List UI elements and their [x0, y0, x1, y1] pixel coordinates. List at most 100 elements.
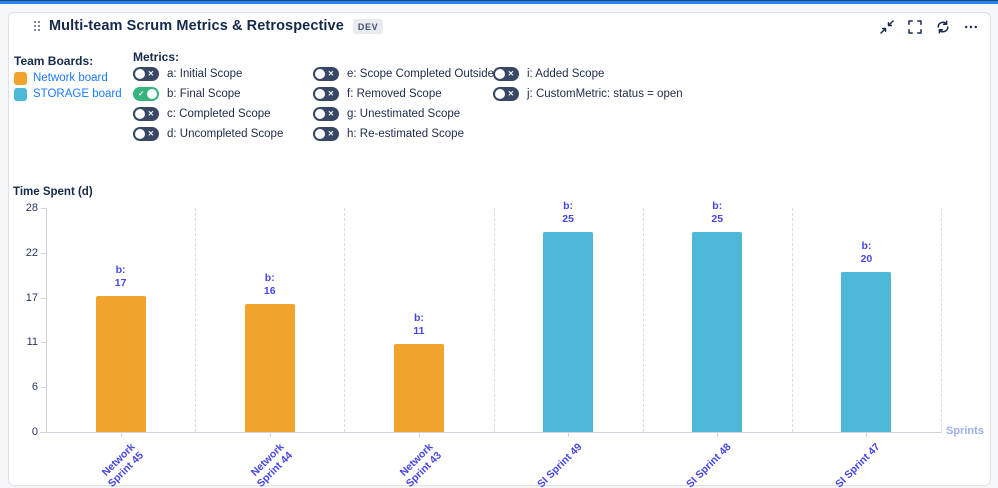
y-tick: [41, 208, 46, 209]
metric-label: c: Completed Scope: [167, 108, 271, 120]
collapse-icon[interactable]: [880, 20, 894, 34]
y-tick: [41, 252, 46, 254]
chart-bar[interactable]: [393, 344, 444, 432]
toggle-knob: [495, 89, 505, 99]
toggle-knob: [135, 129, 145, 139]
bar-value-label: b: 25: [562, 200, 574, 225]
metric-toggle[interactable]: ✕: [313, 127, 339, 141]
metric-row: ✕ h: Re-estimated Scope: [313, 124, 493, 144]
toggle-x-icon: ✕: [507, 69, 514, 78]
metric-toggle[interactable]: ✕: [133, 67, 159, 81]
metric-toggle[interactable]: ✓: [133, 87, 159, 101]
metric-row: ✕ j: CustomMetric: status = open: [493, 84, 723, 104]
y-tick-label: 28: [25, 202, 38, 214]
y-tick: [41, 342, 46, 344]
metrics-column: ✕ i: Added Scope ✕ j: CustomMetric: status …: [493, 64, 723, 104]
y-tick-label: 17: [25, 291, 38, 304]
x-axis-line: [40, 432, 942, 433]
metric-label: h: Re-estimated Scope: [347, 128, 464, 140]
y-axis-line: [46, 208, 47, 432]
metric-label: b: Final Scope: [167, 88, 241, 100]
gridline: [493, 208, 495, 432]
metric-row: ✕ f: Removed Scope: [313, 84, 493, 104]
metrics-columns: ✕ a: Initial Scope ✓ b: Final Scope ✕ c: Comp…: [133, 64, 723, 144]
bar-value-label: b: 11: [413, 312, 425, 337]
toggle-knob: [315, 69, 325, 79]
metric-label: e: Scope Completed Outside: [347, 68, 495, 80]
toggle-knob: [315, 109, 325, 119]
board-legend-item[interactable]: Network board: [14, 70, 122, 86]
y-tick-label: 0: [31, 426, 38, 438]
y-tick: [41, 387, 46, 389]
bar-value-label: b: 25: [711, 200, 724, 225]
x-tick: [568, 433, 570, 437]
toggle-check-icon: ✓: [138, 89, 145, 98]
chart-bar[interactable]: [692, 232, 743, 432]
metric-toggle[interactable]: ✕: [313, 87, 339, 101]
toggle-knob: [315, 129, 325, 139]
metric-toggle[interactable]: ✕: [313, 67, 339, 81]
more-options-icon[interactable]: [964, 20, 978, 34]
toggle-x-icon: ✕: [147, 129, 154, 138]
y-tick-label: 11: [26, 336, 38, 349]
metrics-label: Metrics:: [133, 50, 180, 64]
y-tick-label: 6: [31, 381, 38, 394]
x-tick: [418, 433, 420, 437]
dev-badge: DEV: [352, 18, 384, 34]
chart-bar[interactable]: [244, 304, 295, 432]
toggle-knob: [147, 89, 157, 99]
gadget-header: Multi-team Scrum Metrics & Retrospective…: [34, 18, 384, 34]
toggle-knob: [315, 89, 325, 99]
y-axis-title: Time Spent (d): [13, 186, 93, 198]
fullscreen-icon[interactable]: [908, 20, 922, 34]
metric-row: ✕ a: Initial Scope: [133, 64, 313, 84]
metric-toggle[interactable]: ✕: [133, 127, 159, 141]
board-name-link[interactable]: STORAGE board: [33, 88, 122, 100]
metric-row: ✕ g: Unestimated Scope: [313, 104, 493, 124]
metric-row: ✕ c: Completed Scope: [133, 104, 313, 124]
drag-handle-icon[interactable]: [34, 21, 40, 31]
toggle-x-icon: ✕: [147, 109, 154, 118]
gridline: [642, 208, 644, 432]
toggle-knob: [135, 109, 145, 119]
board-color-swatch: [14, 87, 27, 101]
team-boards-list: Network board STORAGE board: [14, 70, 122, 102]
toggle-x-icon: ✕: [327, 89, 334, 98]
board-legend-item[interactable]: STORAGE board: [14, 86, 122, 102]
gadget-actions: [880, 20, 978, 34]
board-name-link[interactable]: Network board: [33, 72, 108, 84]
toggle-x-icon: ✕: [327, 69, 334, 78]
bar-value-label: b: 17: [114, 264, 127, 289]
metric-label: f: Removed Scope: [347, 88, 442, 100]
gridline: [344, 208, 346, 432]
chart-bar[interactable]: [95, 296, 146, 432]
metric-row: ✕ e: Scope Completed Outside: [313, 64, 495, 84]
gridline: [791, 208, 793, 432]
toggle-x-icon: ✕: [327, 109, 334, 118]
y-tick-label: 22: [25, 246, 38, 259]
x-tick: [120, 433, 122, 437]
top-accent-bar: [0, 0, 998, 4]
metric-row: ✕ i: Added Scope: [493, 64, 723, 84]
gadget-title: Multi-team Scrum Metrics & Retrospective: [49, 18, 344, 34]
metric-toggle[interactable]: ✕: [313, 107, 339, 121]
team-boards-label: Team Boards:: [14, 54, 94, 68]
bar-value-label: b: 20: [860, 240, 873, 265]
x-tick: [269, 433, 271, 437]
toggle-x-icon: ✕: [327, 129, 334, 138]
chart-bar[interactable]: [543, 232, 594, 432]
metric-label: i: Added Scope: [527, 68, 605, 80]
metric-label: g: Unestimated Scope: [347, 108, 461, 120]
refresh-icon[interactable]: [936, 20, 950, 34]
toggle-x-icon: ✕: [147, 69, 154, 78]
chart-bar[interactable]: [841, 272, 892, 432]
metric-toggle[interactable]: ✕: [133, 107, 159, 121]
metric-toggle[interactable]: ✕: [493, 67, 519, 81]
y-tick: [41, 432, 46, 433]
metric-toggle[interactable]: ✕: [493, 87, 519, 101]
gridline: [195, 208, 197, 432]
metric-row: ✓ b: Final Scope: [133, 84, 313, 104]
bar-value-label: b: 16: [263, 272, 276, 297]
